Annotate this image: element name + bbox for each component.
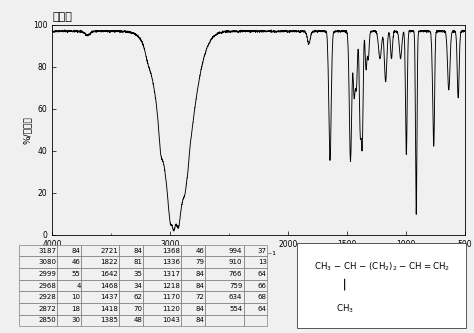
Text: 薄膜法: 薄膜法 (52, 12, 72, 22)
Text: CH$_3$: CH$_3$ (336, 302, 354, 315)
Y-axis label: %/透过率: %/透过率 (22, 116, 31, 144)
X-axis label: 波数/cm⁻¹: 波数/cm⁻¹ (240, 250, 276, 259)
Text: CH$_3$ $-$ CH $-$ (CH$_2$)$_2$ $-$ CH$=$CH$_2$: CH$_3$ $-$ CH $-$ (CH$_2$)$_2$ $-$ CH$=$… (314, 261, 449, 273)
FancyBboxPatch shape (297, 243, 466, 328)
